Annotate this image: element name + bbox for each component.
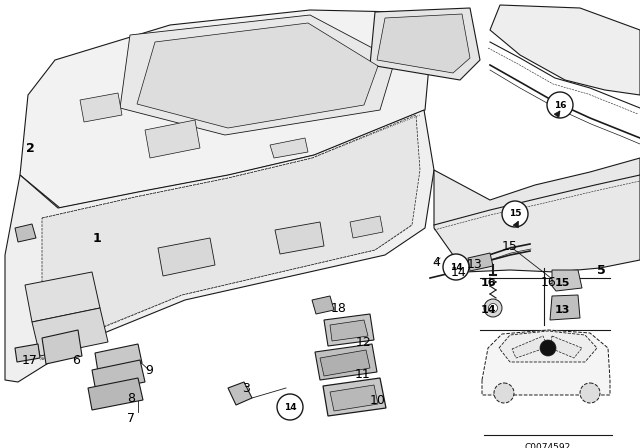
Polygon shape: [320, 350, 370, 376]
Text: 14: 14: [481, 305, 497, 315]
Text: 14: 14: [284, 402, 296, 412]
Text: 15: 15: [509, 210, 521, 219]
Polygon shape: [482, 330, 610, 395]
Text: 7: 7: [127, 412, 135, 425]
Text: 17: 17: [22, 354, 38, 367]
Polygon shape: [20, 10, 430, 208]
Text: 5: 5: [596, 263, 605, 276]
Polygon shape: [120, 15, 395, 135]
Polygon shape: [499, 331, 597, 362]
Polygon shape: [88, 378, 143, 410]
Polygon shape: [312, 296, 334, 314]
Text: 1: 1: [93, 232, 101, 245]
Circle shape: [540, 340, 556, 356]
Text: 12: 12: [356, 336, 372, 349]
Polygon shape: [330, 385, 378, 411]
Polygon shape: [15, 344, 40, 362]
Polygon shape: [270, 138, 308, 158]
Text: 3: 3: [242, 382, 250, 395]
Polygon shape: [80, 93, 122, 122]
Text: 6: 6: [72, 354, 80, 367]
Polygon shape: [550, 295, 580, 320]
Polygon shape: [92, 360, 145, 392]
Polygon shape: [552, 270, 582, 291]
Polygon shape: [350, 216, 383, 238]
Polygon shape: [15, 224, 36, 242]
Polygon shape: [5, 110, 434, 382]
Text: 4: 4: [432, 255, 440, 268]
Text: 10: 10: [370, 393, 386, 406]
Polygon shape: [468, 253, 493, 271]
Text: 16: 16: [541, 276, 557, 289]
Circle shape: [277, 394, 303, 420]
Text: 14: 14: [450, 263, 462, 271]
Text: 18: 18: [331, 302, 347, 314]
Circle shape: [484, 299, 502, 317]
Circle shape: [453, 268, 461, 276]
Polygon shape: [330, 320, 368, 341]
Text: 8: 8: [127, 392, 135, 405]
Polygon shape: [550, 336, 582, 358]
Circle shape: [443, 254, 469, 280]
Polygon shape: [42, 115, 420, 360]
Polygon shape: [490, 5, 640, 95]
Text: 16: 16: [554, 100, 566, 109]
Polygon shape: [32, 308, 108, 356]
Polygon shape: [315, 344, 377, 380]
Text: C0074592: C0074592: [525, 443, 571, 448]
Text: 9: 9: [145, 363, 153, 376]
Text: 13: 13: [554, 305, 570, 315]
Polygon shape: [434, 158, 640, 272]
Circle shape: [502, 201, 528, 227]
Polygon shape: [95, 344, 142, 372]
Polygon shape: [324, 314, 374, 346]
Polygon shape: [377, 14, 470, 73]
Circle shape: [547, 92, 573, 118]
Text: 11: 11: [355, 367, 371, 380]
Polygon shape: [228, 382, 252, 405]
Polygon shape: [42, 330, 82, 364]
Circle shape: [580, 383, 600, 403]
Text: 15: 15: [502, 240, 518, 253]
Text: 13: 13: [467, 258, 483, 271]
Polygon shape: [145, 120, 200, 158]
Circle shape: [488, 303, 497, 313]
Polygon shape: [158, 238, 215, 276]
Text: 15: 15: [554, 278, 570, 288]
Text: 2: 2: [26, 142, 35, 155]
Polygon shape: [25, 272, 100, 322]
Text: 14: 14: [451, 266, 467, 279]
Text: 16: 16: [481, 278, 497, 288]
Circle shape: [494, 383, 514, 403]
Polygon shape: [275, 222, 324, 254]
Polygon shape: [137, 23, 378, 128]
Polygon shape: [512, 336, 548, 358]
Polygon shape: [323, 378, 386, 416]
Polygon shape: [370, 8, 480, 80]
